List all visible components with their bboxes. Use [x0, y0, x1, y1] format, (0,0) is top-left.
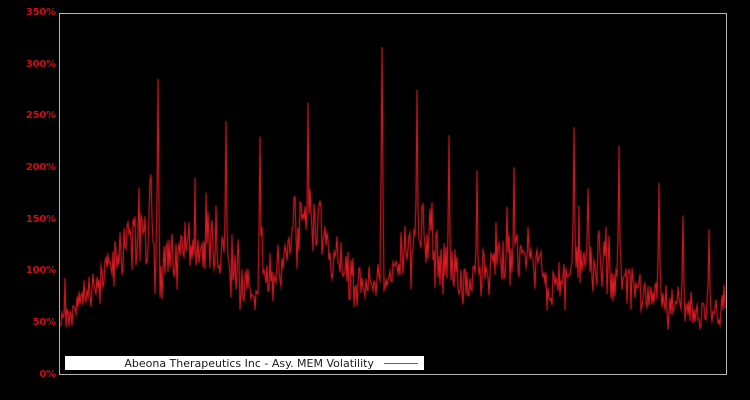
y-axis-tick-100: 100%: [25, 265, 56, 276]
y-axis-tick-350: 350%: [25, 7, 56, 18]
legend-line-swatch: [384, 362, 418, 364]
y-axis-tick-0: 0%: [39, 369, 56, 380]
y-axis-tick-200: 200%: [25, 162, 56, 173]
chart-legend[interactable]: Abeona Therapeutics Inc - Asy. MEM Volat…: [65, 356, 424, 370]
y-axis-tick-150: 150%: [25, 214, 56, 225]
volatility-series-line: [60, 14, 726, 374]
y-axis-tick-250: 250%: [25, 110, 56, 121]
y-axis-tick-300: 300%: [25, 59, 56, 70]
legend-series-label: Abeona Therapeutics Inc - Asy. MEM Volat…: [124, 356, 374, 370]
y-axis-tick-50: 50%: [32, 317, 57, 328]
